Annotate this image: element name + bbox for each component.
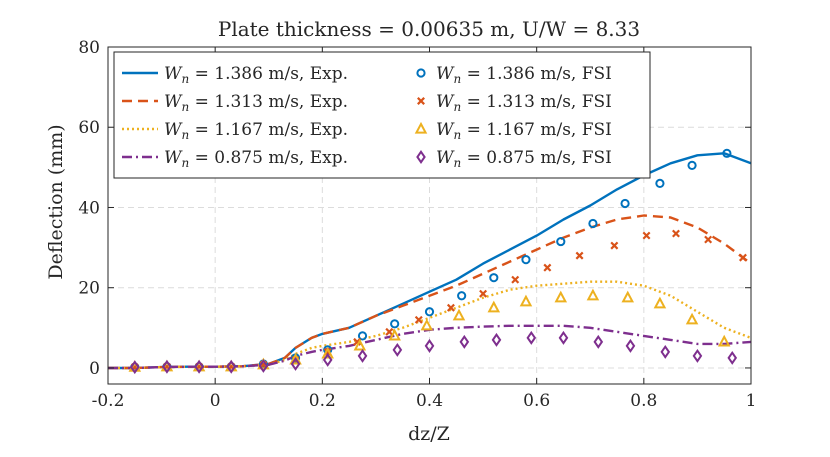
series-6-point [385,327,394,336]
series-6-point [704,235,713,244]
series-5-point [588,218,598,229]
series-8-point [593,334,604,349]
legend-box [113,51,651,179]
series-8-point [692,348,703,363]
x-axis-title: dz/Z [408,423,450,445]
legend-line-label: Wn = 0.875 m/s, Exp. [164,148,348,170]
series-8-point [459,334,470,349]
series-5-point [424,307,435,317]
x-tick-label: 1 [746,391,757,411]
legend-line-label: Wn = 1.386 m/s, Exp. [164,64,348,86]
series-8-point [290,356,301,371]
series-6-point [738,253,747,262]
series-6-point [672,229,680,238]
series-7-point [653,296,667,309]
series-7-point [452,308,466,321]
legend-marker-label: Wn = 1.313 m/s, FSI [436,92,612,114]
y-tick-label: 80 [78,38,100,58]
y-tick-label: 60 [78,118,100,138]
legend-marker-swatch [416,68,426,78]
x-tick-label: 0.6 [523,391,550,411]
series-5-point [687,160,697,170]
series-7-point [554,290,568,303]
x-tick-label: -0.2 [92,391,125,411]
series-7-point [289,352,302,365]
legend: Wn = 1.386 m/s, Exp. Wn = 1.313 m/s, Exp.… [113,51,651,179]
series-8-point [660,344,671,359]
series-7-point [717,334,731,347]
series-5-point [390,319,400,329]
series-8-point [357,348,368,363]
series-7-point [420,318,434,331]
legend-line-label: Wn = 1.167 m/s, Exp. [164,120,348,142]
y-tick-label: 0 [89,359,100,379]
series-8-point [392,342,403,357]
series-5-point [722,148,732,158]
plot-layer [108,148,751,375]
series-8-point [322,352,333,367]
series-7-point [321,346,334,359]
chart-title: Plate thickness = 0.00635 m, U/W = 8.33 [218,17,640,41]
series-8-point [424,338,435,353]
series-6-point [642,231,651,240]
series-8-point [194,359,204,374]
series-7-point [685,312,699,325]
series-8-point [129,360,140,375]
series-6-point [446,303,455,312]
y-tick-label: 20 [78,279,100,299]
legend-marker-swatch [417,97,425,105]
legend-marker-label: Wn = 0.875 m/s, FSI [436,148,612,170]
series-8-point [162,359,172,374]
legend-marker-swatch [416,150,426,164]
series-8-point [727,350,738,365]
series-8-point [226,359,237,374]
series-8-point [258,358,269,373]
series-6-point [511,275,520,284]
x-tick-label: 0.2 [309,391,336,411]
y-tick-label: 40 [78,198,100,218]
series-8-point [491,332,502,347]
series-8-point [526,330,537,345]
series-5-point [489,273,499,283]
legend-marker-label: Wn = 1.167 m/s, FSI [436,120,612,142]
legend-marker-label: Wn = 1.386 m/s, FSI [436,64,612,86]
series-5-point [556,236,566,247]
series-5-point [620,198,630,209]
series-7-point [621,290,635,303]
y-axis-title: Deflection (mm) [45,124,67,279]
series-3-line [108,280,751,370]
legend-marker-swatch [414,121,428,134]
axes-layer: -0.2 0 0.2 0.4 0.6 0.8 1 0 20 40 60 80 [78,38,756,411]
series-5-point [357,331,368,341]
series-6-point [610,241,619,250]
series-7-point [388,328,401,341]
series-5-point [457,291,467,301]
series-6-point [543,263,552,272]
legend-line-label: Wn = 1.313 m/s, Exp. [164,92,348,114]
x-tick-label: 0.4 [416,391,443,411]
series-5-point [655,178,665,189]
series-5-point [521,255,531,265]
series-6-point [575,251,584,260]
series-7-point [353,338,367,351]
series-7-point [519,294,533,307]
series-8-point [625,338,636,353]
series-8-point [558,330,569,345]
series-7-point [586,288,600,301]
series-6-point [414,315,423,324]
x-tick-label: 0 [210,391,221,411]
series-7-point [487,300,501,313]
x-tick-label: 0.8 [630,391,657,411]
series-6-point [479,289,488,298]
